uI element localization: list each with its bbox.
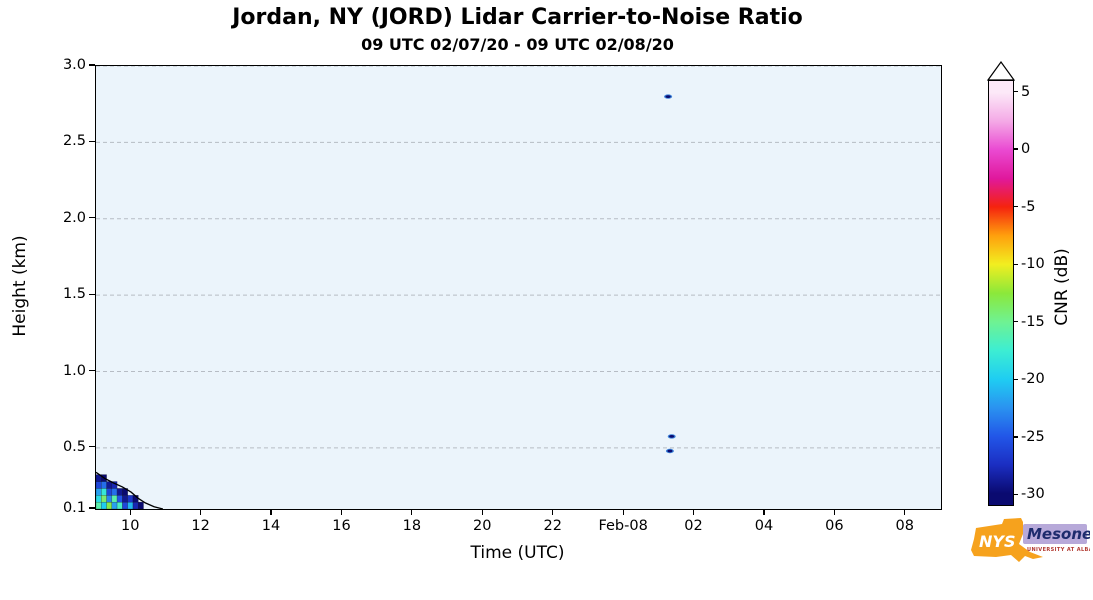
colorbar — [988, 80, 1014, 506]
chart-subtitle: 09 UTC 02/07/20 - 09 UTC 02/08/20 — [361, 35, 674, 54]
echo-dot — [665, 95, 671, 98]
cnr-cell — [137, 501, 144, 510]
colorbar-tick-label: 5 — [1021, 83, 1031, 100]
nys-mesonet-logo: NYS Mesonet UNIVERSITY AT ALBANY — [971, 518, 1090, 562]
x-tick-mark — [481, 510, 483, 515]
logo-name-box — [1023, 524, 1087, 544]
cnr-cell — [101, 501, 107, 510]
x-tick-mark — [340, 510, 343, 515]
cnr-cell — [116, 501, 123, 510]
x-tick-label: 22 — [543, 518, 562, 534]
y-tick-mark — [89, 507, 95, 509]
cnr-cell — [106, 481, 113, 489]
cnr-cell — [106, 495, 113, 503]
cnr-cell — [101, 481, 107, 489]
x-tick-mark — [833, 510, 835, 515]
y-tick-label: 2.5 — [62, 133, 86, 150]
colorbar-tick-mark — [1014, 148, 1018, 150]
x-tick-label: 16 — [332, 518, 351, 534]
logo-tagline-text: UNIVERSITY AT ALBANY — [1027, 547, 1090, 553]
y-tick-label: 1.5 — [62, 286, 86, 303]
y-tick-mark — [89, 217, 95, 219]
y-tick-label: 0.1 — [62, 500, 86, 516]
y-tick-label: 3.0 — [62, 57, 86, 73]
cnr-cell — [101, 488, 107, 496]
x-tick-label: 02 — [684, 518, 703, 534]
x-tick-label: 10 — [120, 518, 140, 534]
colorbar-tick-label: -30 — [1021, 486, 1045, 503]
colorbar-tick-mark — [1014, 90, 1018, 93]
cnr-cell — [101, 495, 107, 503]
y-tick-mark — [89, 369, 95, 372]
contour-line — [95, 471, 164, 510]
colorbar-tick-mark — [1014, 436, 1018, 438]
x-tick-mark — [270, 510, 272, 515]
x-tick-label: 04 — [754, 518, 774, 534]
cnr-cell — [116, 488, 123, 496]
colorbar-tick-label: -25 — [1021, 428, 1045, 445]
x-tick-mark — [904, 510, 906, 515]
colorbar-tick-label: -5 — [1021, 198, 1036, 215]
colorbar-tick-label: -15 — [1021, 313, 1045, 330]
x-tick-label: 18 — [402, 518, 422, 534]
x-tick-mark — [411, 510, 413, 515]
y-tick-mark — [89, 446, 95, 448]
cnr-cell — [116, 495, 123, 503]
y-tick-mark — [89, 293, 95, 295]
colorbar-triangle-shape — [987, 61, 1015, 81]
x-tick-mark — [129, 510, 131, 515]
y-tick-label: 0.5 — [62, 438, 86, 455]
x-tick-label: Feb-08 — [598, 518, 648, 534]
y-tick-mark — [89, 140, 95, 142]
plot-canvas — [95, 65, 941, 510]
colorbar-tick-label: -20 — [1021, 371, 1045, 388]
colorbar-tick-label: -10 — [1021, 256, 1045, 273]
x-tick-mark — [622, 510, 624, 515]
cnr-cell — [122, 501, 128, 510]
cnr-cell — [106, 501, 113, 510]
x-tick-mark — [552, 510, 554, 515]
cnr-cell — [95, 495, 102, 503]
colorbar-tick-mark — [1014, 321, 1018, 323]
cnr-cell — [111, 495, 118, 503]
colorbar-tick-mark — [1014, 493, 1018, 496]
cnr-cell — [111, 501, 118, 510]
cnr-cell — [106, 488, 113, 496]
colorbar-tick-label: 0 — [1021, 141, 1031, 158]
cnr-cell — [111, 488, 118, 496]
logo-name-text: Mesonet — [1027, 525, 1090, 543]
chart-title: Jordan, NY (JORD) Lidar Carrier-to-Noise… — [232, 5, 803, 30]
echo-dot — [667, 449, 673, 453]
cnr-cell — [95, 481, 102, 489]
cnr-cell — [95, 488, 102, 496]
cnr-cell — [127, 501, 134, 510]
echo-dot — [669, 435, 675, 438]
x-tick-mark — [692, 510, 695, 515]
colorbar-tick-mark — [1014, 206, 1018, 208]
cnr-cell — [95, 501, 102, 510]
ny-state-shape — [971, 518, 1043, 562]
colorbar-tick-mark — [1014, 263, 1018, 265]
colorbar-label: CNR (dB) — [1052, 248, 1072, 326]
y-tick-mark — [89, 64, 95, 66]
y-tick-label: 2.0 — [62, 209, 86, 226]
colorbar-overflow-triangle — [987, 61, 1015, 81]
x-tick-label: 14 — [261, 518, 281, 534]
x-tick-label: 06 — [825, 518, 844, 534]
y-tick-label: 1.0 — [62, 362, 86, 379]
x-tick-mark — [763, 510, 765, 515]
x-axis-label: Time (UTC) — [470, 543, 565, 563]
cnr-cell — [132, 501, 139, 510]
plot-area — [95, 65, 942, 510]
x-tick-label: 08 — [895, 518, 915, 534]
x-tick-mark — [200, 510, 202, 515]
logo-nys-text: NYS — [979, 532, 1016, 551]
cnr-cell — [127, 495, 134, 503]
x-tick-label: 20 — [473, 518, 492, 534]
colorbar-tick-mark — [1014, 378, 1018, 380]
cnr-cell — [122, 495, 128, 503]
x-tick-label: 12 — [191, 518, 210, 534]
